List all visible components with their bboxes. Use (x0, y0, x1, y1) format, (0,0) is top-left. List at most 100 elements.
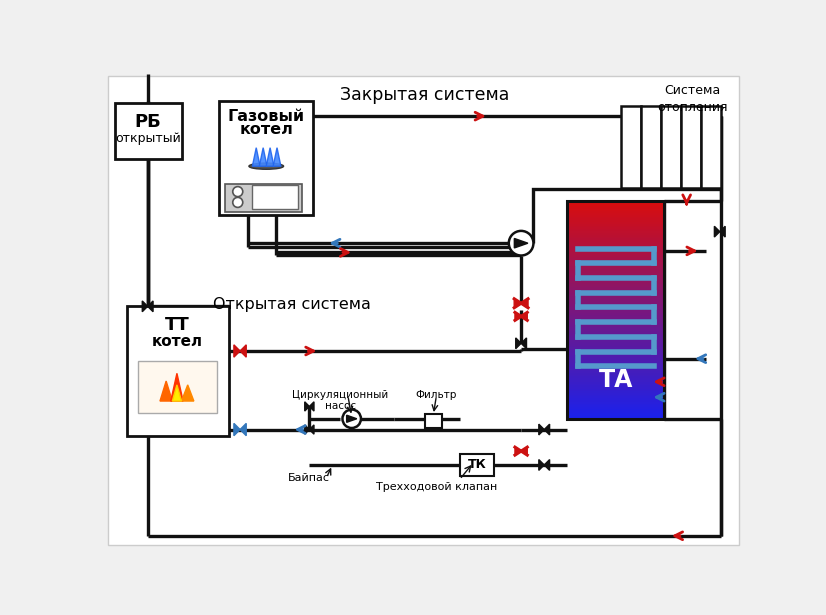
Bar (567, 260, 664, 263)
Bar (567, 229, 664, 232)
Bar (567, 319, 664, 320)
Bar (662, 106, 681, 188)
Bar (701, 106, 721, 188)
Polygon shape (515, 338, 521, 349)
Bar (567, 224, 664, 226)
Bar (567, 416, 664, 419)
Bar (567, 271, 664, 274)
Polygon shape (240, 345, 246, 357)
Circle shape (343, 410, 361, 428)
Text: открытый: открытый (115, 132, 181, 145)
Bar (567, 322, 664, 324)
Bar (567, 291, 664, 293)
Bar (567, 358, 664, 360)
Bar (567, 327, 664, 330)
Bar (567, 228, 664, 230)
Polygon shape (173, 385, 182, 401)
Bar (127, 306, 230, 435)
Bar (567, 380, 664, 383)
Bar (567, 353, 664, 355)
Bar (567, 207, 664, 210)
Polygon shape (273, 148, 281, 166)
Bar (567, 398, 664, 400)
Bar (567, 231, 664, 234)
Bar (567, 300, 664, 303)
Bar (567, 226, 664, 228)
Polygon shape (171, 373, 183, 401)
Bar (567, 298, 664, 301)
Bar (567, 357, 664, 359)
Bar (567, 244, 664, 246)
Bar (225, 184, 302, 212)
Text: Циркуляционный
насос: Циркуляционный насос (292, 389, 388, 411)
Bar (567, 200, 664, 203)
Polygon shape (160, 381, 173, 401)
Bar (425, 414, 442, 428)
Bar (567, 222, 664, 224)
Bar (567, 331, 664, 333)
Polygon shape (515, 447, 521, 455)
Bar (567, 320, 664, 322)
Bar (567, 355, 664, 357)
Bar (567, 253, 664, 255)
Bar (567, 375, 664, 377)
Bar (681, 106, 701, 188)
Bar (567, 407, 664, 410)
Text: Трехходовой клапан: Трехходовой клапан (376, 482, 497, 492)
Bar (567, 333, 664, 335)
Bar (567, 213, 664, 215)
Polygon shape (719, 226, 725, 237)
Bar (567, 296, 664, 299)
Polygon shape (148, 301, 153, 312)
Bar (567, 220, 664, 223)
Bar (567, 351, 664, 354)
Bar (567, 258, 664, 261)
Text: Фильтр: Фильтр (415, 389, 457, 400)
Polygon shape (253, 148, 260, 166)
Polygon shape (305, 402, 310, 411)
Text: Система
отопления: Система отопления (657, 84, 728, 114)
Bar (567, 367, 664, 370)
Bar (567, 369, 664, 371)
Bar (459, 454, 494, 476)
Bar (567, 218, 664, 221)
Bar (567, 315, 664, 317)
Bar (567, 242, 664, 244)
Bar (567, 209, 664, 212)
Bar (567, 415, 664, 417)
Text: Газовый: Газовый (228, 109, 305, 124)
Bar (567, 411, 664, 413)
Bar (567, 247, 664, 250)
Bar (567, 279, 664, 281)
Polygon shape (521, 312, 527, 320)
Bar (567, 376, 664, 379)
Bar (567, 395, 664, 397)
Bar (219, 101, 313, 215)
Bar (567, 391, 664, 394)
Bar (567, 237, 664, 239)
Polygon shape (347, 415, 357, 423)
Bar (567, 413, 664, 415)
Bar (567, 306, 664, 308)
Bar (567, 287, 664, 290)
Bar (567, 239, 664, 241)
Bar (567, 325, 664, 328)
Bar (567, 313, 664, 315)
Polygon shape (544, 459, 549, 470)
Bar (567, 409, 664, 411)
Bar (567, 393, 664, 395)
Bar (567, 289, 664, 292)
Polygon shape (521, 299, 528, 308)
Circle shape (233, 186, 243, 197)
Text: РБ: РБ (135, 113, 161, 130)
Polygon shape (310, 402, 314, 411)
Bar (567, 342, 664, 344)
Bar (567, 335, 664, 337)
Circle shape (233, 197, 243, 207)
Polygon shape (521, 338, 526, 349)
Bar (567, 349, 664, 352)
Bar (567, 215, 664, 217)
Bar (567, 205, 664, 208)
Text: Закрытая система: Закрытая система (340, 86, 510, 104)
Bar (567, 396, 664, 399)
